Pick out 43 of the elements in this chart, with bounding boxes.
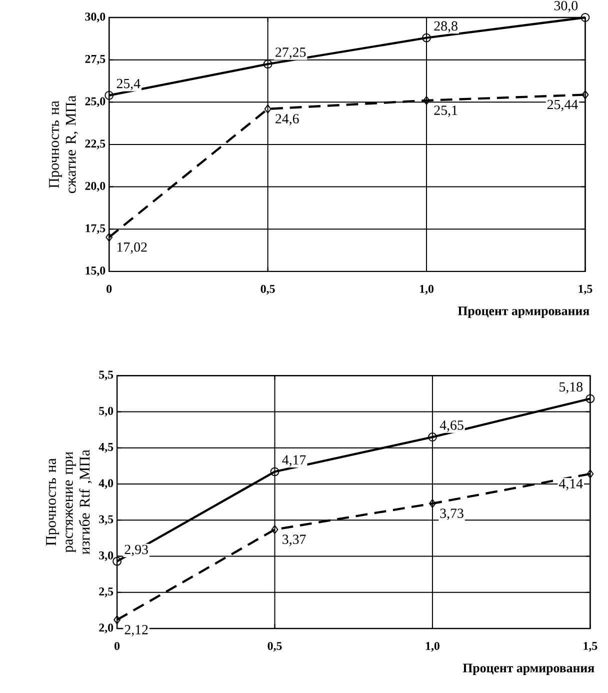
data-label: 5,18 [560,382,582,394]
data-label: 25,1 [434,106,458,117]
y-tick-label: 17,5 [86,224,106,234]
data-label: 25,44 [547,100,578,112]
x-tick-label: 1,5 [578,284,592,295]
y-tick-label: 5,5 [99,370,114,380]
data-label: 3,73 [440,508,464,520]
x-tick-label: 1,0 [426,642,440,652]
data-label: 4,17 [282,455,306,467]
data-label: 4,14 [558,479,583,490]
data-label: 4,65 [440,420,464,432]
x-axis-title: Процент армирования [458,306,590,318]
y-tick-label: 5,0 [99,406,114,417]
y-tick-label: 4,5 [98,443,114,453]
y-tick-label: 20,0 [85,182,106,192]
x-tick-label: 1,5 [584,642,598,652]
data-label: 25,4 [116,78,140,90]
y-tick-label: 2,5 [99,588,114,598]
y-tick-label: 4,0 [98,479,114,489]
data-label: 2,12 [124,625,148,636]
y-tick-label: 3,0 [99,551,114,562]
y-axis-title: Прочность на сжатие R, МПа [49,96,78,194]
y-tick-label: 15,0 [86,266,106,276]
y-tick-label: 25,0 [85,97,106,108]
x-axis-title: Процент армирования [462,664,594,675]
data-label: 27,25 [276,48,306,59]
data-label: 2,93 [124,544,148,556]
x-tick-label: 0 [106,284,112,293]
data-label: 3,37 [282,534,306,546]
data-label: 17,02 [117,242,147,254]
y-tick-label: 2,0 [99,624,114,634]
y-tick-label: 22,5 [85,140,106,150]
x-tick-label: 0 [114,642,120,650]
y-tick-label: 3,5 [99,515,114,525]
x-tick-label: 1,0 [420,284,434,295]
y-axis-title: Прочность на растяжение при изгибе Rtf ,МПа [46,450,92,554]
x-tick-label: 0,5 [260,284,275,295]
y-tick-label: 27,5 [85,54,106,65]
data-label: 24,6 [276,114,299,126]
data-label: 28,8 [434,21,458,33]
x-tick-label: 0,5 [268,642,282,652]
y-tick-label: 30,0 [85,12,106,22]
data-label: 30,0 [554,0,578,12]
